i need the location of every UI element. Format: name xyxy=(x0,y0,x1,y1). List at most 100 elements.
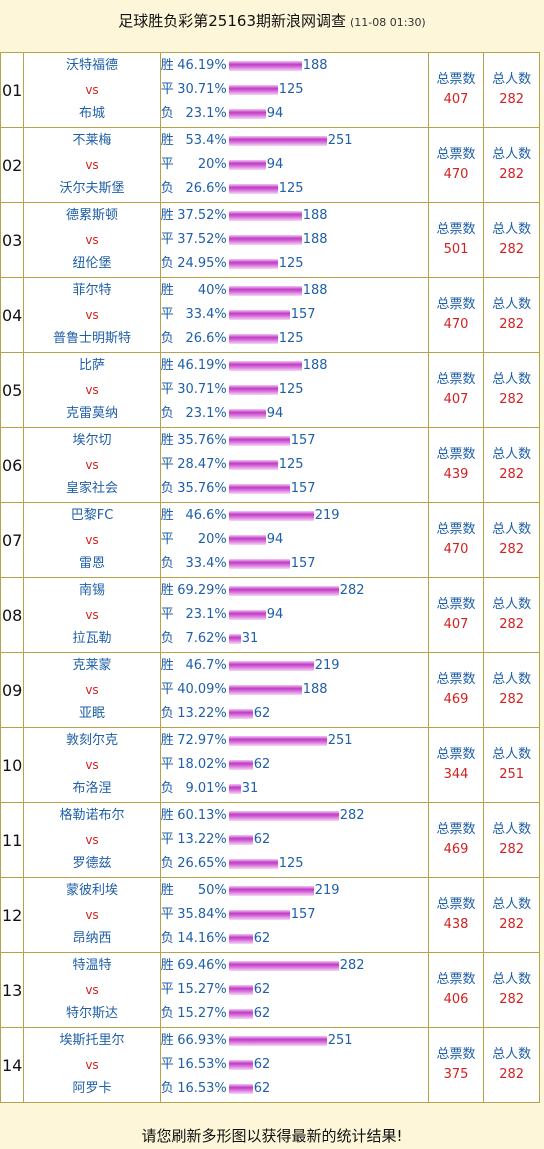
win-bar xyxy=(228,736,327,746)
win-label: 胜 xyxy=(160,1033,174,1048)
win-row: 胜 72.97% 251 xyxy=(161,729,428,753)
lose-label: 负 xyxy=(160,106,174,121)
home-team[interactable]: 蒙彼利埃 xyxy=(66,883,119,898)
draw-label: 平 xyxy=(160,982,174,997)
total-people-label: 总人数 xyxy=(492,672,532,687)
total-votes-label: 总票数 xyxy=(436,972,476,987)
draw-row: 平 20% 94 xyxy=(161,528,428,552)
total-votes-value: 470 xyxy=(443,542,469,557)
total-people-value: 282 xyxy=(499,392,525,407)
away-team[interactable]: 特尔斯达 xyxy=(66,1006,119,1021)
away-team[interactable]: 拉瓦勒 xyxy=(72,631,112,646)
draw-count: 94 xyxy=(266,157,284,172)
away-team[interactable]: 亚眠 xyxy=(79,706,106,721)
home-team[interactable]: 敦刻尔克 xyxy=(66,733,119,748)
away-team[interactable]: 阿罗卡 xyxy=(72,1081,112,1096)
home-team[interactable]: 巴黎FC xyxy=(70,508,114,523)
draw-percent: 13.22% xyxy=(177,832,227,847)
win-percent: 50% xyxy=(197,883,227,898)
away-team[interactable]: 雷恩 xyxy=(79,556,106,571)
vote-bars: 胜 69.46% 282 平 15.27% 62 负 15.27% 62 xyxy=(159,952,429,1028)
draw-bar xyxy=(228,985,253,995)
match-number: 05 xyxy=(0,352,25,428)
home-team[interactable]: 德累斯顿 xyxy=(66,208,119,223)
lose-row: 负 16.53% 62 xyxy=(161,1077,428,1101)
away-team[interactable]: 布城 xyxy=(79,106,106,121)
lose-percent: 26.65% xyxy=(177,856,227,871)
match-teams: 巴黎FC vs 雷恩 xyxy=(23,502,161,578)
draw-count: 94 xyxy=(266,607,284,622)
win-count: 282 xyxy=(339,958,365,973)
win-bar xyxy=(228,586,339,596)
home-team[interactable]: 不莱梅 xyxy=(72,133,112,148)
vs-label: vs xyxy=(85,833,99,847)
win-count: 251 xyxy=(327,1033,353,1048)
away-team[interactable]: 昂纳西 xyxy=(72,931,112,946)
total-votes-label: 总票数 xyxy=(436,897,476,912)
lose-count: 62 xyxy=(253,1006,271,1021)
win-row: 胜 66.93% 251 xyxy=(161,1029,428,1053)
total-people-cell: 总人数 251 xyxy=(483,727,540,803)
draw-row: 平 20% 94 xyxy=(161,153,428,177)
match-number: 01 xyxy=(0,52,25,128)
lose-percent: 7.62% xyxy=(185,631,227,646)
vs-label: vs xyxy=(85,458,99,472)
lose-label: 负 xyxy=(160,931,174,946)
away-team[interactable]: 普鲁士明斯特 xyxy=(53,331,132,346)
lose-count: 125 xyxy=(278,256,304,271)
home-team[interactable]: 菲尔特 xyxy=(72,283,112,298)
win-label: 胜 xyxy=(160,58,174,73)
total-votes-cell: 总票数 407 xyxy=(427,577,485,653)
draw-percent: 23.1% xyxy=(185,607,227,622)
match-number: 09 xyxy=(0,652,25,728)
home-team[interactable]: 沃特福德 xyxy=(66,58,119,73)
draw-bar xyxy=(228,235,302,245)
win-bar xyxy=(228,361,302,371)
away-team[interactable]: 皇家社会 xyxy=(66,481,119,496)
away-team[interactable]: 罗德兹 xyxy=(72,856,112,871)
lose-count: 62 xyxy=(253,1081,271,1096)
home-team[interactable]: 格勒诺布尔 xyxy=(59,808,125,823)
draw-row: 平 37.52% 188 xyxy=(161,228,428,252)
away-team[interactable]: 沃尔夫斯堡 xyxy=(59,181,125,196)
win-percent: 46.19% xyxy=(177,358,227,373)
total-votes-label: 总票数 xyxy=(436,372,476,387)
vs-label: vs xyxy=(85,308,99,322)
total-people-label: 总人数 xyxy=(492,222,532,237)
away-team[interactable]: 克雷莫纳 xyxy=(66,406,119,421)
draw-count: 125 xyxy=(278,382,304,397)
lose-label: 负 xyxy=(160,556,174,571)
lose-row: 负 33.4% 157 xyxy=(161,552,428,576)
total-people-label: 总人数 xyxy=(492,897,532,912)
draw-count: 125 xyxy=(278,82,304,97)
match-number: 13 xyxy=(0,952,25,1028)
vote-bars: 胜 66.93% 251 平 16.53% 62 负 16.53% 62 xyxy=(159,1027,429,1103)
lose-bar xyxy=(228,484,290,494)
total-votes-label: 总票数 xyxy=(436,147,476,162)
draw-bar xyxy=(228,835,253,845)
win-row: 胜 46.19% 188 xyxy=(161,354,428,378)
match-number: 02 xyxy=(0,127,25,203)
win-row: 胜 46.19% 188 xyxy=(161,54,428,78)
home-team[interactable]: 特温特 xyxy=(72,958,112,973)
home-team[interactable]: 埃斯托里尔 xyxy=(59,1033,125,1048)
draw-bar xyxy=(228,910,290,920)
home-team[interactable]: 南锡 xyxy=(79,583,106,598)
draw-label: 平 xyxy=(160,457,174,472)
draw-row: 平 16.53% 62 xyxy=(161,1053,428,1077)
home-team[interactable]: 克莱蒙 xyxy=(72,658,112,673)
lose-count: 125 xyxy=(278,181,304,196)
match-row: 09 克莱蒙 vs 亚眠 胜 46.7% 219 平 40.09% 188 负 … xyxy=(0,652,540,728)
home-team[interactable]: 比萨 xyxy=(79,358,106,373)
total-people-cell: 总人数 282 xyxy=(483,202,540,278)
poll-table: 01 沃特福德 vs 布城 胜 46.19% 188 平 30.71% 125 … xyxy=(0,52,540,1103)
away-team[interactable]: 纽伦堡 xyxy=(72,256,112,271)
vs-label: vs xyxy=(85,908,99,922)
home-team[interactable]: 埃尔切 xyxy=(72,433,112,448)
away-team[interactable]: 布洛涅 xyxy=(72,781,112,796)
total-people-label: 总人数 xyxy=(492,297,532,312)
vs-label: vs xyxy=(85,683,99,697)
lose-bar xyxy=(228,409,266,419)
total-votes-value: 469 xyxy=(443,692,469,707)
total-people-cell: 总人数 282 xyxy=(483,352,540,428)
